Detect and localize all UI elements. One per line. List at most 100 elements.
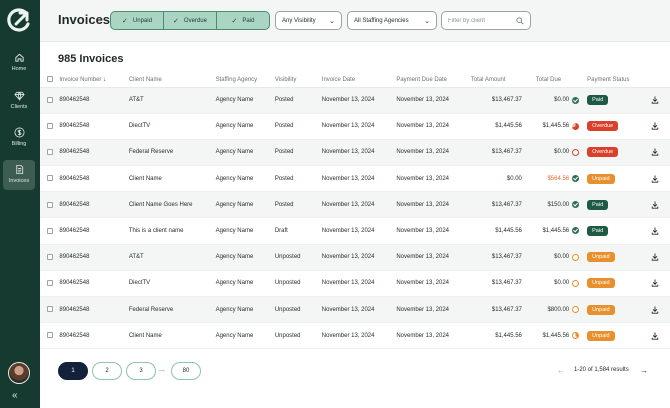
double-chevron-left-icon[interactable]: «: [12, 390, 18, 401]
client-search[interactable]: [441, 11, 531, 30]
cell-invoice-number[interactable]: 890462548: [59, 296, 129, 324]
page-button-last[interactable]: 80: [171, 362, 201, 380]
row-select-cell: [40, 139, 60, 167]
col-staffing-agency[interactable]: Staffing Agency: [215, 73, 275, 88]
sidebar-item-home[interactable]: Home: [3, 50, 35, 78]
download-icon[interactable]: [651, 332, 659, 340]
table-row[interactable]: 890462548 Federal Reserve Agency Name Poste…: [40, 139, 670, 167]
cell-invoice-number[interactable]: 890462548: [59, 191, 129, 219]
table-row[interactable]: 890462548 DiectTV Agency Name Posted Novembe…: [40, 113, 670, 140]
col-visibility[interactable]: Visibility: [274, 73, 322, 88]
cell-total-amount: $13,467.37: [470, 244, 522, 271]
cell-total-due: $150.00: [521, 191, 584, 219]
cell-invoice-number[interactable]: 890462548: [59, 322, 129, 350]
download-icon[interactable]: [651, 96, 659, 104]
row-checkbox[interactable]: [47, 280, 53, 287]
row-checkbox[interactable]: [47, 149, 53, 156]
row-checkbox[interactable]: [47, 227, 53, 234]
filter-overdue[interactable]: ✓ Overdue: [164, 12, 217, 29]
col-total-amount[interactable]: Total Amount: [470, 73, 522, 88]
col-actions: [639, 73, 670, 88]
cell-invoice-number[interactable]: 890462548: [59, 244, 129, 271]
payment-progress-icon: [572, 96, 580, 104]
download-icon[interactable]: [651, 279, 659, 288]
cell-invoice-number[interactable]: 890462548: [59, 270, 129, 298]
prev-page-arrow-icon[interactable]: ←: [557, 366, 565, 375]
cell-staffing-agency: Agency Name: [215, 139, 275, 167]
table-row[interactable]: 890462548 AT&T Agency Name Posted November 1…: [40, 87, 670, 114]
select-all-cell: [40, 73, 60, 88]
sort-arrow-icon[interactable]: ↓: [103, 76, 107, 83]
page-button-1[interactable]: 1: [58, 362, 88, 380]
logo-icon[interactable]: [6, 8, 32, 34]
cell-invoice-number[interactable]: 890462548: [59, 87, 129, 114]
row-checkbox[interactable]: [47, 201, 53, 208]
table-row[interactable]: 890462548 This is a client name Agency Nam…: [40, 217, 670, 245]
download-icon[interactable]: [651, 201, 659, 209]
select-all-checkbox[interactable]: [47, 76, 53, 83]
payment-progress-icon: [572, 306, 580, 314]
table-row[interactable]: 890462548 Client Name Agency Name Posted Nov…: [40, 165, 670, 193]
download-icon[interactable]: [651, 305, 659, 314]
cell-invoice-number[interactable]: 890462548: [59, 113, 129, 140]
agency-select[interactable]: All Staffing Agencies ⌄: [347, 11, 437, 30]
cell-download: [639, 165, 670, 193]
cell-invoice-number[interactable]: 890462548: [59, 165, 129, 193]
total-due-value: $1,445.56: [542, 123, 570, 130]
avatar[interactable]: [8, 362, 30, 384]
row-checkbox[interactable]: [47, 253, 53, 260]
filter-paid[interactable]: ✓ Paid: [217, 12, 269, 29]
cell-visibility: Unposted: [274, 296, 322, 324]
sidebar-item-billing[interactable]: Billing: [3, 125, 35, 153]
check-icon: ✓: [173, 17, 179, 25]
table-row[interactable]: 890462548 Federal Reserve Agency Name Unpos…: [40, 296, 670, 324]
col-invoice-number[interactable]: Invoice Number ↓: [59, 73, 129, 88]
row-checkbox[interactable]: [47, 122, 53, 129]
cell-invoice-date: November 13, 2024: [321, 191, 397, 219]
table-row[interactable]: 890462548 Client Name Goes Here Agency Nam…: [40, 191, 670, 219]
col-client-name[interactable]: Client Name: [128, 73, 216, 88]
col-invoice-date[interactable]: Invoice Date: [321, 73, 397, 88]
filter-unpaid[interactable]: ✓ Unpaid: [111, 12, 164, 29]
download-icon[interactable]: [651, 122, 659, 130]
sidebar-item-invoices[interactable]: Invoices: [3, 160, 35, 190]
status-badge: Paid: [587, 199, 609, 210]
page-button-2[interactable]: 2: [92, 362, 122, 380]
download-icon[interactable]: [651, 227, 659, 235]
row-checkbox[interactable]: [47, 332, 53, 339]
download-icon[interactable]: [651, 148, 659, 157]
cell-download: [639, 113, 670, 140]
visibility-select[interactable]: Any Visibility ⌄: [275, 11, 342, 30]
row-checkbox[interactable]: [47, 306, 53, 313]
cell-payment-status: Unpaid: [583, 165, 640, 193]
download-icon[interactable]: [651, 175, 659, 183]
row-checkbox[interactable]: [47, 175, 53, 182]
cell-client-name: AT&T: [128, 87, 216, 114]
cell-download: [639, 139, 670, 167]
cell-visibility: Posted: [274, 191, 322, 219]
search-input[interactable]: [448, 17, 510, 24]
next-page-arrow-icon[interactable]: →: [640, 366, 648, 375]
col-payment-status[interactable]: Payment Status: [583, 73, 640, 88]
status-badge: Overdue: [587, 121, 619, 132]
total-due-value: $0.00: [554, 280, 570, 287]
cell-download: [639, 296, 670, 324]
cell-invoice-number[interactable]: 890462548: [59, 139, 129, 167]
row-select-cell: [40, 296, 60, 324]
page-button-3[interactable]: 3: [126, 362, 156, 380]
sidebar-item-clients[interactable]: Clients: [3, 88, 35, 116]
row-checkbox[interactable]: [47, 96, 53, 103]
table-row[interactable]: 890462548 DiectTV Agency Name Unposted Novem…: [40, 270, 670, 298]
download-icon[interactable]: [651, 253, 659, 261]
cell-visibility: Draft: [274, 217, 322, 245]
cell-invoice-number[interactable]: 890462548: [59, 217, 129, 245]
table-row[interactable]: 890462548 AT&T Agency Name Unposted November…: [40, 244, 670, 271]
cell-total-due: $0.00: [521, 87, 584, 114]
cell-payment-status: Paid: [583, 87, 640, 114]
col-payment-due-date[interactable]: Payment Due Date: [396, 73, 471, 88]
table-row[interactable]: 890462548 Client Name Agency Name Unposted N…: [40, 322, 670, 350]
col-total-due[interactable]: Total Due: [521, 73, 584, 88]
cell-staffing-agency: Agency Name: [215, 87, 275, 114]
sidebar: Home Clients Billing Invoices «: [0, 0, 40, 408]
cell-client-name: Client Name: [128, 322, 216, 350]
